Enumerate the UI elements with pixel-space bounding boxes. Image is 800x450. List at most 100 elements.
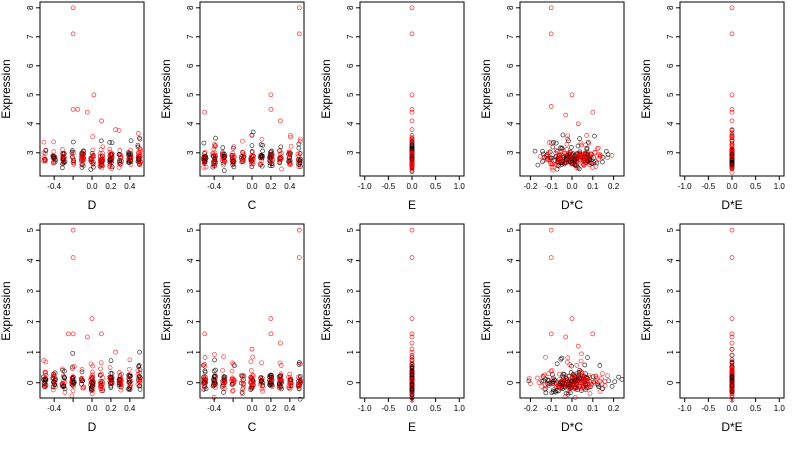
y-tick-label: 5 [346,92,355,97]
data-point [554,361,560,367]
data-point [269,151,275,156]
data-point [564,147,570,152]
data-point [90,160,96,165]
data-point [278,371,284,377]
y-tick-label: 1 [666,349,675,354]
data-point [584,149,590,154]
x-tick-label: 0.4 [284,404,296,413]
data-point-outlier [409,31,415,37]
data-point [287,371,293,377]
data-points [41,227,143,399]
data-point-outlier [409,106,415,112]
data-point [288,377,294,383]
y-tick-label: 4 [26,258,35,263]
data-point [409,354,415,360]
data-point [269,382,275,388]
x-tick-label: 0.0 [86,182,98,191]
data-point [51,149,57,154]
data-point [729,357,735,363]
data-point [286,149,292,155]
data-point [220,150,225,155]
data-point [212,385,218,390]
data-point [575,143,581,149]
data-point [61,158,67,164]
data-point [549,155,554,161]
data-point [729,391,735,396]
data-points [201,5,303,173]
data-point-outlier [75,106,81,112]
data-point [128,151,134,157]
data-point [539,378,545,384]
data-point-outlier [409,118,415,124]
x-tick-label: 1.0 [454,182,466,191]
data-point [729,375,735,381]
y-tick-label: 8 [186,5,195,10]
data-point [249,143,255,148]
data-point [51,139,56,145]
data-point [575,154,581,160]
data-point [117,148,123,153]
data-point [276,157,282,163]
y-tick-label: 8 [506,5,515,10]
data-point-outlier [729,227,735,233]
data-point [588,384,593,390]
data-points [409,227,415,403]
data-point-outlier [249,346,255,352]
data-point [540,148,545,154]
panel-bottom-dxe: -1.0 -0.5 0.0 0.5 1.0 0 1 2 3 4 5 D*E Expression [639,223,785,434]
data-point [409,349,415,355]
data-point [561,147,566,152]
x-tick-label: 0.5 [750,182,762,191]
data-point [238,372,244,378]
y-tick-label: 7 [666,34,675,39]
data-point [60,366,65,372]
data-point [240,157,246,162]
data-point [582,157,588,163]
data-point-outlier [729,92,735,98]
data-point [567,382,573,388]
data-point [212,352,217,357]
data-point [81,163,86,169]
data-point [71,158,77,164]
x-tick-label: -0.4 [47,404,61,413]
data-point [229,377,235,382]
data-point-outlier [409,133,415,138]
x-tick-label: 0.1 [587,404,599,413]
x-tick-label: 0.0 [406,182,418,191]
data-point [729,165,735,170]
data-point [572,162,578,167]
data-point-outlier [569,92,575,98]
data-point [137,370,143,375]
data-point [212,372,218,378]
data-point [201,383,207,389]
x-tick-label: 0.0 [726,404,738,413]
data-point [100,163,105,169]
data-point [409,360,415,366]
data-point [592,380,597,386]
panel-top-dxc: -0.2 -0.1 0.0 0.1 0.2 3 4 5 6 7 8 D*C Expression [479,1,625,212]
data-point-outlier [729,133,735,138]
data-point [212,159,218,164]
data-point [612,379,618,385]
data-point-outlier [296,255,302,260]
data-point [99,156,104,162]
data-point [249,160,255,166]
data-point [297,151,303,156]
data-point [202,380,208,386]
data-point [584,158,590,163]
x-tick-label: 0.4 [284,182,296,191]
data-point [79,367,85,372]
data-point [729,374,735,380]
data-point [570,382,576,388]
data-point [579,385,585,391]
data-point [581,162,587,168]
data-point [560,132,566,138]
data-point [109,160,114,165]
data-point [296,385,302,391]
data-point [409,159,415,165]
data-point [559,161,565,167]
data-point [220,385,226,391]
y-tick-label: 5 [506,227,515,232]
data-point [203,386,209,392]
data-point-outlier [729,334,735,340]
